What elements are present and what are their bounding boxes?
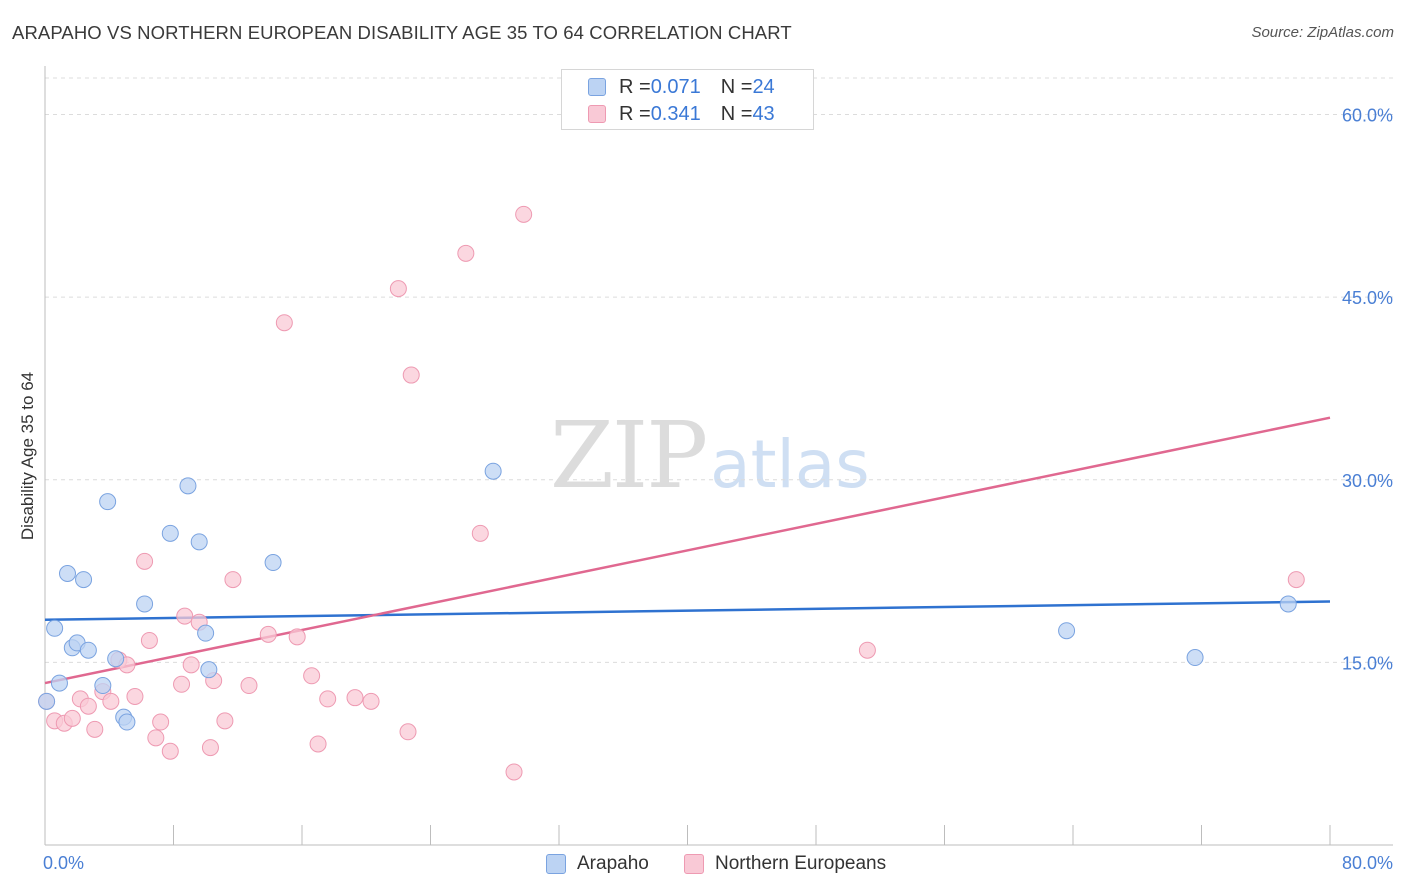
data-point-northern-europeans bbox=[161, 742, 179, 760]
data-point-northern-europeans bbox=[1287, 571, 1305, 589]
x-tick-label: 80.0% bbox=[1342, 853, 1393, 873]
correlation-legend: R = 0.071 N = 24 R = 0.341 N = 43 bbox=[561, 69, 814, 130]
data-point-northern-europeans bbox=[259, 625, 277, 643]
trend-layer bbox=[44, 416, 1331, 685]
data-point-northern-europeans bbox=[182, 656, 200, 674]
data-point-northern-europeans bbox=[858, 641, 876, 659]
data-point-northern-europeans bbox=[389, 280, 407, 298]
data-point-arapaho bbox=[1279, 595, 1297, 613]
bottom-legend-swatch-arapaho bbox=[546, 854, 566, 874]
data-point-northern-europeans bbox=[176, 607, 194, 625]
data-point-arapaho bbox=[50, 674, 68, 692]
legend-row-arapaho: R = 0.071 N = 24 bbox=[588, 75, 775, 99]
y-tick-label: 30.0% bbox=[1342, 471, 1393, 491]
legend-swatch-arapaho bbox=[588, 78, 606, 96]
data-point-northern-europeans bbox=[346, 689, 364, 707]
data-point-northern-europeans bbox=[86, 720, 104, 738]
data-point-arapaho bbox=[1186, 649, 1204, 667]
data-point-arapaho bbox=[58, 565, 76, 583]
axis-layer bbox=[44, 66, 1393, 846]
data-point-northern-europeans bbox=[140, 631, 158, 649]
data-point-arapaho bbox=[94, 677, 112, 695]
bottom-legend-label-northern-europeans: Northern Europeans bbox=[715, 853, 887, 874]
data-point-arapaho bbox=[1058, 622, 1076, 640]
bottom-legend-label-arapaho: Arapaho bbox=[577, 853, 649, 874]
bottom-legend-swatch-northern-europeans bbox=[684, 854, 704, 874]
source-credit: Source: ZipAtlas.com bbox=[1251, 24, 1394, 41]
data-point-northern-europeans bbox=[216, 712, 234, 730]
data-point-arapaho bbox=[161, 524, 179, 542]
data-point-northern-europeans bbox=[240, 677, 258, 695]
points-layer bbox=[38, 205, 1305, 781]
data-point-arapaho bbox=[118, 713, 136, 731]
watermark-zip: ZIP bbox=[550, 402, 708, 509]
data-point-arapaho bbox=[136, 595, 154, 613]
y-tick-label: 15.0% bbox=[1342, 653, 1393, 673]
data-point-northern-europeans bbox=[515, 205, 533, 223]
data-point-arapaho bbox=[38, 692, 56, 710]
data-point-northern-europeans bbox=[79, 697, 97, 715]
trend-line-northern-europeans bbox=[44, 416, 1331, 685]
legend-n-value: 24 bbox=[752, 75, 775, 98]
data-point-arapaho bbox=[79, 641, 97, 659]
data-point-northern-europeans bbox=[471, 524, 489, 542]
data-point-arapaho bbox=[197, 624, 215, 642]
watermark: ZIPatlas bbox=[550, 402, 870, 509]
y-axis-label: Disability Age 35 to 64 bbox=[18, 372, 37, 540]
y-tick-label: 60.0% bbox=[1342, 106, 1393, 126]
data-point-northern-europeans bbox=[147, 729, 165, 747]
legend-r-value: 0.071 bbox=[650, 75, 701, 98]
y-tick-label: 45.0% bbox=[1342, 288, 1393, 308]
data-point-arapaho bbox=[190, 533, 208, 551]
legend-n-label: N = bbox=[720, 75, 753, 98]
data-point-arapaho bbox=[179, 477, 197, 495]
data-point-northern-europeans bbox=[362, 692, 380, 710]
data-point-northern-europeans bbox=[63, 709, 81, 727]
data-point-northern-europeans bbox=[126, 687, 144, 705]
data-point-arapaho bbox=[107, 650, 125, 668]
data-point-northern-europeans bbox=[102, 692, 120, 710]
data-point-northern-europeans bbox=[399, 723, 417, 741]
x-tick-label: 0.0% bbox=[43, 853, 84, 873]
bottom-legend-arapaho: Arapaho bbox=[546, 852, 649, 876]
data-point-northern-europeans bbox=[152, 713, 170, 731]
legend-row-northern-europeans: R = 0.341 N = 43 bbox=[588, 102, 775, 126]
data-point-arapaho bbox=[484, 462, 502, 480]
watermark-atlas: atlas bbox=[710, 426, 870, 503]
data-point-arapaho bbox=[75, 571, 93, 589]
legend-r-label: R = bbox=[619, 75, 651, 98]
legend-n-value: 43 bbox=[752, 102, 775, 125]
data-point-northern-europeans bbox=[309, 735, 327, 753]
label-layer: 15.0% 30.0% 45.0% 60.0% 0.0% 80.0% Disability … bbox=[18, 106, 1393, 873]
data-point-northern-europeans bbox=[303, 667, 321, 685]
data-point-northern-europeans bbox=[224, 571, 242, 589]
data-point-northern-europeans bbox=[457, 244, 475, 262]
data-point-arapaho bbox=[99, 493, 117, 511]
data-point-northern-europeans bbox=[275, 314, 293, 332]
data-point-northern-europeans bbox=[505, 763, 523, 781]
bottom-legend-northern-europeans: Northern Europeans bbox=[684, 852, 886, 876]
data-point-northern-europeans bbox=[319, 690, 337, 708]
data-point-northern-europeans bbox=[402, 366, 420, 384]
trend-line-arapaho bbox=[44, 600, 1331, 622]
data-point-northern-europeans bbox=[136, 552, 154, 570]
legend-r-label: R = bbox=[619, 102, 651, 125]
legend-n-label: N = bbox=[720, 102, 753, 125]
data-point-northern-europeans bbox=[173, 675, 191, 693]
grid-layer bbox=[45, 77, 1393, 663]
data-point-arapaho bbox=[264, 554, 282, 572]
data-point-arapaho bbox=[46, 619, 64, 637]
data-point-northern-europeans bbox=[201, 739, 219, 757]
legend-swatch-northern-europeans bbox=[588, 105, 606, 123]
chart-title: ARAPAHO VS NORTHERN EUROPEAN DISABILITY … bbox=[12, 22, 792, 43]
legend-r-value: 0.341 bbox=[650, 102, 701, 125]
data-point-northern-europeans bbox=[288, 628, 306, 646]
data-point-arapaho bbox=[200, 661, 218, 679]
